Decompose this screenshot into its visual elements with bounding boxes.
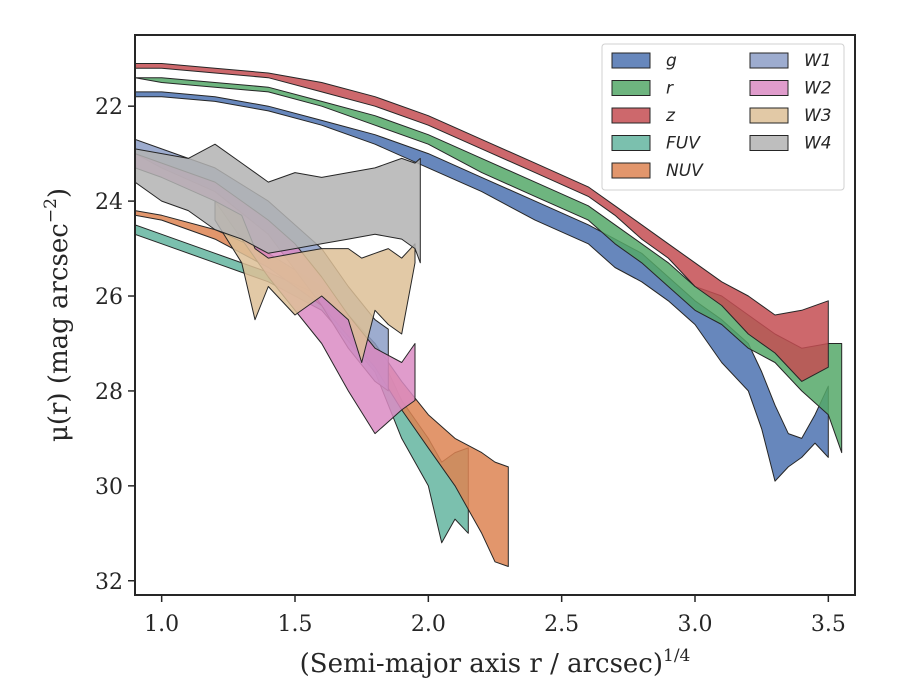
legend-item-w2: W2 xyxy=(749,79,832,99)
y-tick-label: 24 xyxy=(95,190,123,215)
x-tick-label: 2.0 xyxy=(411,612,446,637)
legend-item-nuv: NUV xyxy=(611,161,704,181)
y-tick-label: 30 xyxy=(95,475,123,500)
x-tick-label: 1.0 xyxy=(144,612,179,637)
legend-swatch xyxy=(749,80,789,96)
legend-item-g: g xyxy=(611,51,677,71)
x-tick-label: 3.0 xyxy=(678,612,713,637)
band-r xyxy=(135,77,843,454)
legend-swatch xyxy=(611,135,651,151)
x-axis-ticks: 1.0 1.5 2.0 2.5 3.0 3.5 xyxy=(144,595,846,637)
legend-label: z xyxy=(665,106,676,126)
legend-label: FUV xyxy=(666,134,701,154)
legend-swatch xyxy=(611,52,651,69)
legend-swatch xyxy=(611,162,651,179)
band-g xyxy=(135,91,829,482)
legend-label: W1 xyxy=(804,51,832,71)
legend-label: NUV xyxy=(666,161,704,181)
legend-label: g xyxy=(666,51,677,71)
band-w3 xyxy=(214,200,416,363)
legend-swatch xyxy=(749,135,789,151)
data-bands xyxy=(135,63,843,567)
x-axis-title: (Semi-major axis r / arcsec)1/4 xyxy=(300,646,691,679)
y-tick-label: 32 xyxy=(95,570,123,595)
legend-swatch xyxy=(749,52,789,69)
y-axis-title: μ(r) (mag arcsec−2) xyxy=(41,188,74,442)
legend-swatch xyxy=(749,107,789,124)
band-w4 xyxy=(135,143,421,264)
legend-swatch xyxy=(611,80,651,96)
y-axis-title-close: ) xyxy=(44,188,74,198)
legend-item-fuv: FUV xyxy=(611,134,701,154)
y-tick-label: 22 xyxy=(95,95,123,120)
legend-item-w4: W4 xyxy=(749,134,832,154)
y-axis-ticks: 22 24 26 28 30 32 xyxy=(95,95,135,595)
x-tick-label: 3.5 xyxy=(811,612,846,637)
band-z xyxy=(135,63,829,382)
x-axis-title-main: (Semi-major axis r / arcsec) xyxy=(300,649,663,679)
legend-label: r xyxy=(666,79,674,99)
legend: grz FUV NUV W1 W2 W3 W4 xyxy=(601,43,845,191)
legend-label: W3 xyxy=(804,106,832,126)
x-axis-title-exponent: 1/4 xyxy=(663,646,690,666)
legend-label: W2 xyxy=(804,79,832,99)
legend-swatch xyxy=(611,107,651,124)
plot-frame xyxy=(134,34,856,596)
x-tick-label: 2.5 xyxy=(544,612,579,637)
y-axis-title-exponent: −2 xyxy=(41,198,61,223)
y-axis-title-main: μ(r) (mag arcsec xyxy=(44,223,74,442)
legend-label: W4 xyxy=(804,134,832,154)
legend-item-w1: W1 xyxy=(749,51,832,71)
x-tick-label: 1.5 xyxy=(278,612,313,637)
y-tick-label: 28 xyxy=(95,380,123,405)
legend-item-r: r xyxy=(611,79,674,99)
legend-item-z: z xyxy=(611,106,676,126)
y-tick-label: 26 xyxy=(95,285,123,310)
legend-item-w3: W3 xyxy=(749,106,832,126)
